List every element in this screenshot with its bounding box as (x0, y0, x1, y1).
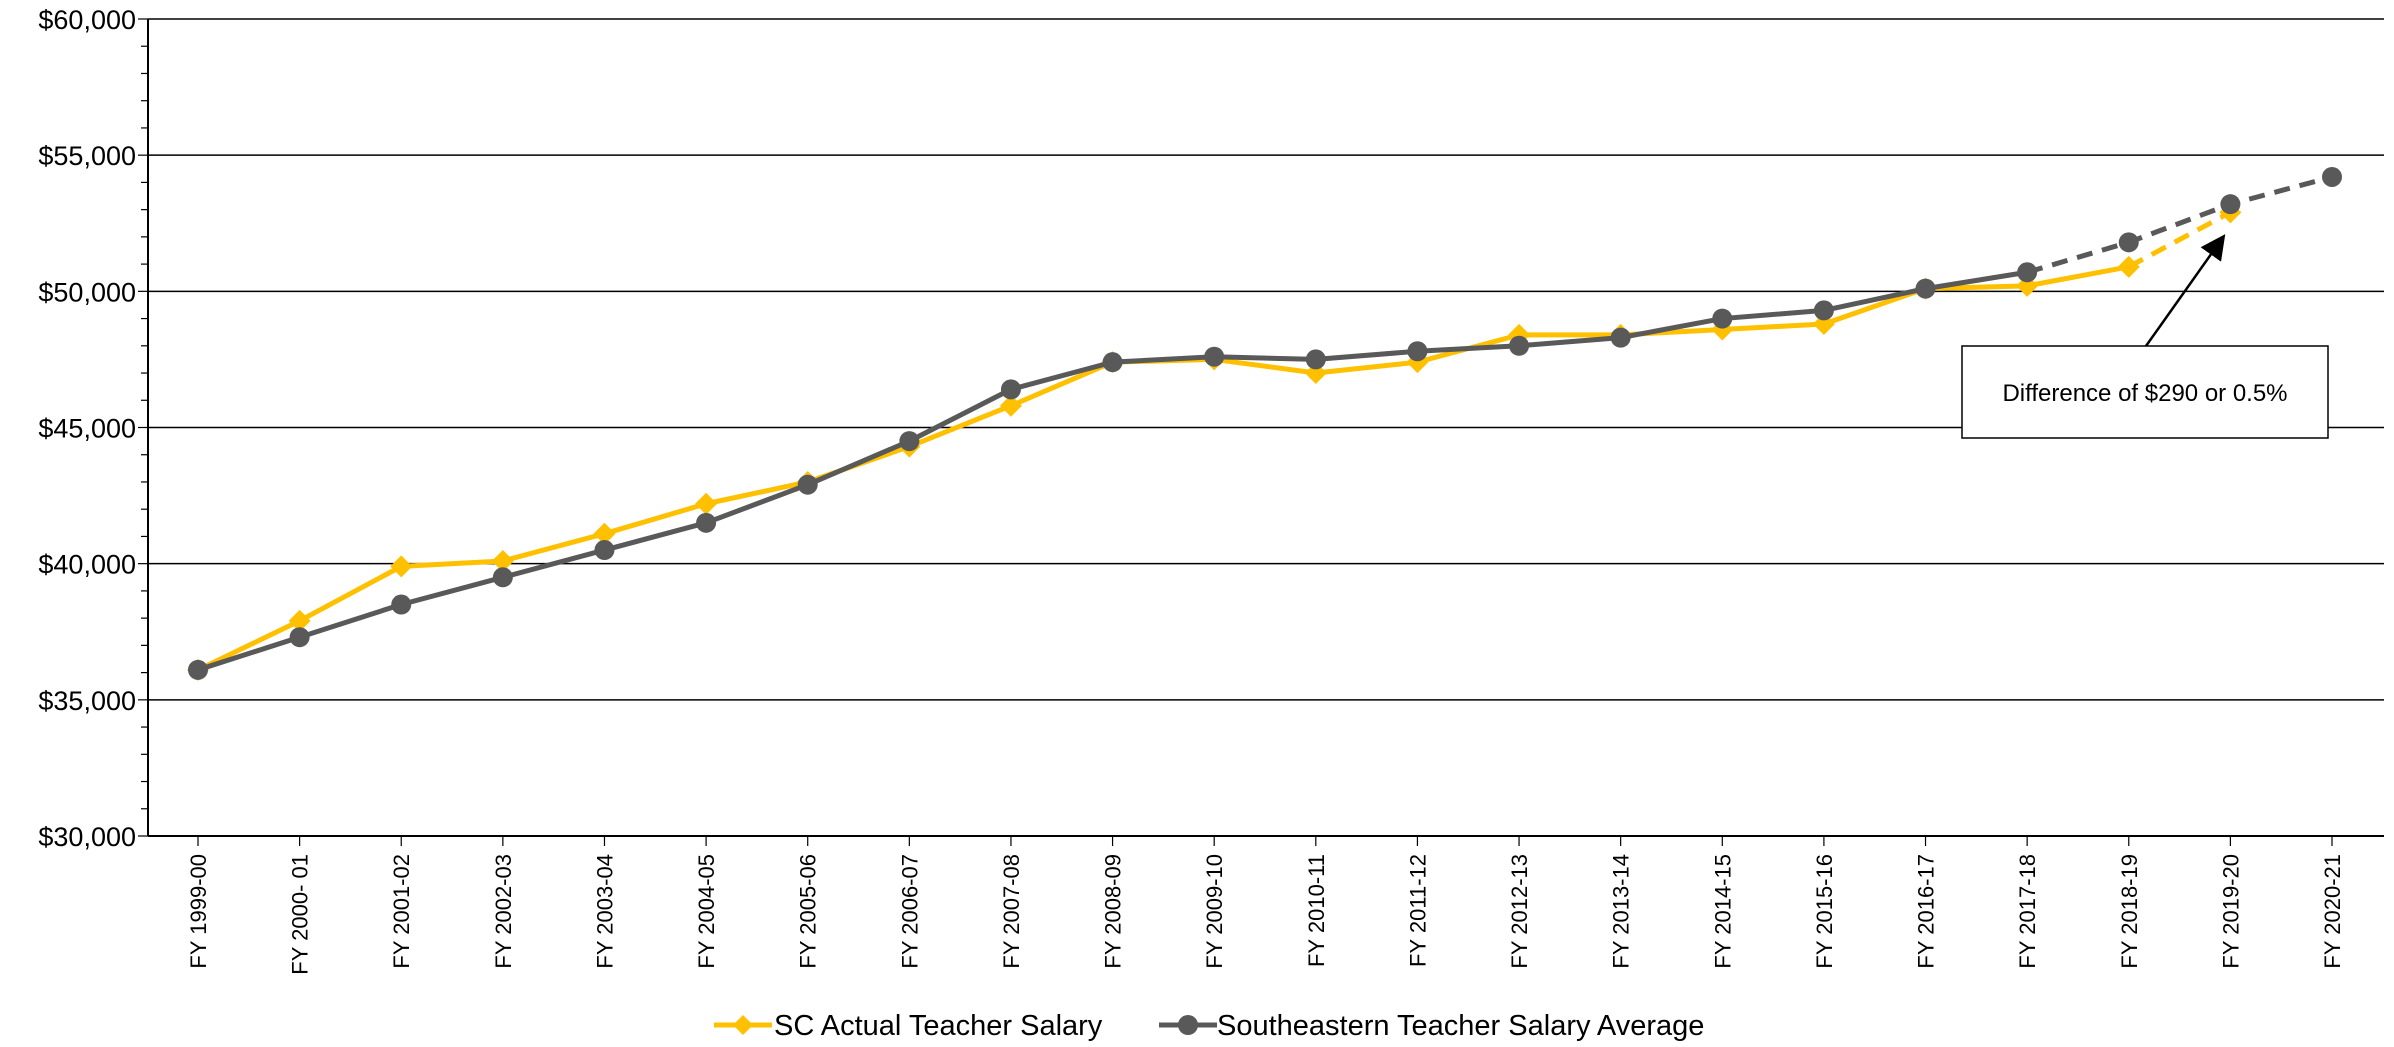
data-point (289, 627, 310, 648)
data-point (2220, 194, 2241, 215)
data-point (1712, 308, 1733, 329)
data-point (1204, 346, 1225, 367)
x-tick-label: FY 2003-04 (592, 854, 617, 969)
y-axis-ticks: $30,000 $35,000 $40,000 $45,000 $50,000 $55,0… (38, 5, 148, 852)
annotation-box (1961, 345, 2329, 439)
series-2 (188, 166, 2342, 680)
x-tick-label: FY 2020-21 (2320, 854, 2345, 969)
series-line-solid (197, 269, 2028, 673)
series-line-projected (2127, 210, 2232, 270)
data-point (1813, 300, 1834, 321)
legend-marker (733, 1015, 753, 1035)
data-point (695, 492, 718, 515)
data-point (594, 540, 615, 561)
data-point (2017, 262, 2038, 283)
data-point (288, 609, 311, 632)
x-tick-label: FY 2004-05 (694, 854, 719, 969)
data-point (492, 567, 513, 588)
x-tick-label: FY 2014-15 (1710, 854, 1735, 969)
data-point (2322, 166, 2342, 187)
x-tick-label: FY 2013-14 (1609, 854, 1634, 969)
x-tick-label: FY 2005-06 (796, 854, 821, 969)
y-tick-label: $55,000 (38, 141, 136, 171)
x-tick-label: FY 2002-03 (491, 854, 516, 969)
data-point (390, 555, 413, 578)
x-tick-label: FY 2006-07 (897, 854, 922, 969)
data-point (899, 431, 920, 452)
axes (147, 19, 2384, 837)
data-point (1102, 352, 1123, 373)
y-tick-label: $45,000 (38, 414, 136, 444)
series-group (187, 166, 2342, 681)
series-line-solid (196, 264, 2130, 673)
data-point (491, 549, 514, 572)
data-point (188, 659, 208, 680)
data-point (1509, 335, 1530, 356)
x-tick-label: FY 1999-00 (186, 854, 211, 969)
data-point (2117, 255, 2140, 278)
x-axis-ticks: FY 1999-00 FY 2000- 01 FY 2001-02 FY 2002-0… (186, 836, 2345, 975)
data-point (999, 394, 1022, 417)
y-tick-label: $60,000 (38, 5, 136, 35)
x-tick-label: FY 2016-17 (1914, 854, 1939, 969)
data-point (797, 474, 818, 495)
x-tick-label: FY 2001-02 (389, 854, 414, 969)
x-tick-label: FY 2017-18 (2015, 854, 2040, 969)
data-point (391, 594, 412, 615)
x-tick-label: FY 2018-19 (2117, 854, 2142, 969)
y-tick-label: $40,000 (38, 550, 136, 580)
data-point (1407, 341, 1428, 362)
legend-item-2: Southeastern Teacher Salary Average (1159, 1010, 1704, 1042)
x-tick-label: FY 2019-20 (2218, 854, 2243, 969)
x-tick-label: FY 2010-11 (1304, 854, 1329, 967)
annotation: Difference of $290 or 0.5% (1961, 234, 2329, 439)
y-tick-label: $30,000 (38, 822, 136, 852)
x-tick-label: FY 2000- 01 (288, 854, 313, 975)
gridlines (148, 18, 2384, 701)
data-point (696, 512, 717, 533)
x-tick-label: FY 2015-16 (1812, 854, 1837, 969)
annotation-arrow (2144, 234, 2226, 347)
x-tick-label: FY 2009-10 (1202, 854, 1227, 969)
data-point (1000, 379, 1021, 400)
x-tick-label: FY 2008-09 (1101, 854, 1126, 969)
y-tick-label: $50,000 (38, 277, 136, 307)
data-point (1915, 278, 1936, 299)
series-line-projected (2026, 174, 2333, 275)
data-point (2118, 232, 2139, 253)
y-tick-label: $35,000 (38, 686, 136, 716)
series-1 (187, 201, 2242, 681)
legend-label: Southeastern Teacher Salary Average (1217, 1010, 1704, 1042)
data-point (593, 522, 616, 545)
annotation-text: Difference of $290 or 0.5% (2002, 380, 2287, 407)
legend-label: SC Actual Teacher Salary (774, 1010, 1103, 1042)
x-tick-label: FY 2007-08 (999, 854, 1024, 969)
x-tick-label: FY 2012-13 (1507, 854, 1532, 969)
legend-marker (1178, 1015, 1198, 1035)
data-point (1610, 327, 1631, 348)
data-point (1305, 349, 1326, 370)
x-tick-label: FY 2011-12 (1405, 854, 1430, 967)
legend-item-1: SC Actual Teacher Salary (714, 1010, 1103, 1042)
legend: SC Actual Teacher Salary Southeastern Tea… (714, 1010, 1704, 1042)
